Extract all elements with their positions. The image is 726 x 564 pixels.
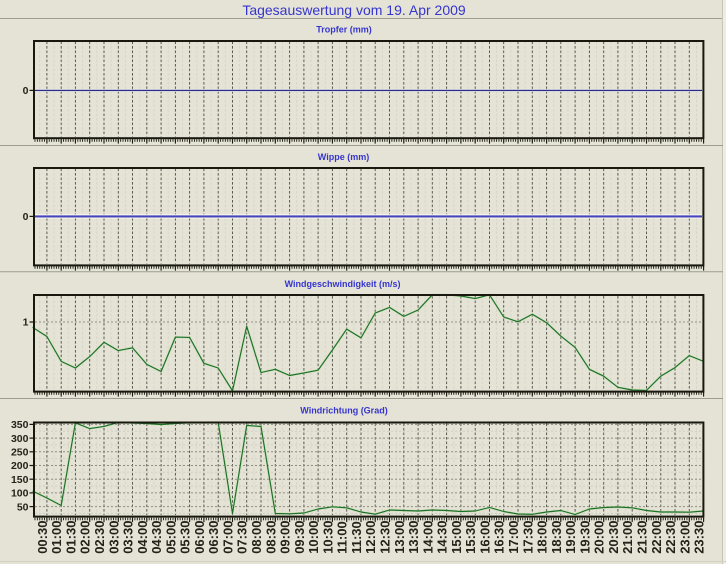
svg-text:12:30: 12:30: [378, 521, 393, 554]
svg-text:17:30: 17:30: [520, 521, 535, 554]
svg-text:200: 200: [11, 460, 29, 472]
svg-text:11:30: 11:30: [349, 521, 364, 554]
svg-text:19:00: 19:00: [563, 521, 578, 554]
svg-text:50: 50: [17, 501, 29, 513]
svg-text:18:00: 18:00: [535, 521, 550, 554]
svg-text:10:30: 10:30: [320, 521, 335, 554]
svg-text:17:00: 17:00: [506, 521, 521, 554]
svg-text:06:00: 06:00: [192, 521, 207, 554]
svg-text:21:00: 21:00: [620, 521, 635, 554]
svg-text:00:30: 00:30: [35, 521, 50, 554]
svg-text:Tagesauswertung vom 19. Apr 20: Tagesauswertung vom 19. Apr 2009: [242, 2, 466, 18]
svg-text:23:30: 23:30: [692, 521, 707, 554]
svg-text:23:00: 23:00: [677, 521, 692, 554]
svg-text:0: 0: [23, 85, 29, 97]
svg-text:22:00: 22:00: [649, 521, 664, 554]
svg-text:20:30: 20:30: [606, 521, 621, 554]
svg-text:15:00: 15:00: [449, 521, 464, 554]
svg-text:03:30: 03:30: [121, 521, 136, 554]
svg-text:12:00: 12:00: [363, 521, 378, 554]
svg-text:08:00: 08:00: [249, 521, 264, 554]
svg-text:11:00: 11:00: [335, 521, 350, 554]
svg-text:18:30: 18:30: [549, 521, 564, 554]
svg-text:01:00: 01:00: [49, 521, 64, 554]
svg-text:15:30: 15:30: [463, 521, 478, 554]
svg-text:250: 250: [11, 447, 29, 459]
svg-text:21:30: 21:30: [635, 521, 650, 554]
svg-text:22:30: 22:30: [663, 521, 678, 554]
svg-text:20:00: 20:00: [592, 521, 607, 554]
svg-text:07:30: 07:30: [235, 521, 250, 554]
svg-text:14:30: 14:30: [435, 521, 450, 554]
svg-text:08:30: 08:30: [263, 521, 278, 554]
svg-text:14:00: 14:00: [420, 521, 435, 554]
svg-text:100: 100: [11, 488, 29, 500]
svg-text:150: 150: [11, 474, 29, 486]
svg-text:19:30: 19:30: [577, 521, 592, 554]
svg-text:16:30: 16:30: [492, 521, 507, 554]
svg-text:16:00: 16:00: [478, 521, 493, 554]
svg-text:04:30: 04:30: [149, 521, 164, 554]
svg-text:09:30: 09:30: [292, 521, 307, 554]
svg-text:02:00: 02:00: [78, 521, 93, 554]
svg-text:10:00: 10:00: [306, 521, 321, 554]
svg-text:05:30: 05:30: [178, 521, 193, 554]
svg-text:07:00: 07:00: [221, 521, 236, 554]
svg-text:03:00: 03:00: [106, 521, 121, 554]
svg-text:Windgeschwindigkeit (m/s): Windgeschwindigkeit (m/s): [285, 279, 401, 289]
svg-text:Wippe (mm): Wippe (mm): [318, 152, 369, 162]
svg-text:02:30: 02:30: [92, 521, 107, 554]
svg-text:01:30: 01:30: [63, 521, 78, 554]
svg-text:13:30: 13:30: [406, 521, 421, 554]
svg-text:13:00: 13:00: [392, 521, 407, 554]
svg-text:0: 0: [23, 211, 29, 223]
svg-text:05:00: 05:00: [163, 521, 178, 554]
svg-text:Tropfer (mm): Tropfer (mm): [316, 25, 372, 35]
svg-text:Windrichtung (Grad): Windrichtung (Grad): [300, 406, 387, 416]
svg-text:1: 1: [23, 317, 29, 329]
svg-text:04:00: 04:00: [135, 521, 150, 554]
svg-text:350: 350: [11, 419, 29, 431]
svg-text:300: 300: [11, 433, 29, 445]
svg-text:09:00: 09:00: [278, 521, 293, 554]
svg-text:06:30: 06:30: [206, 521, 221, 554]
